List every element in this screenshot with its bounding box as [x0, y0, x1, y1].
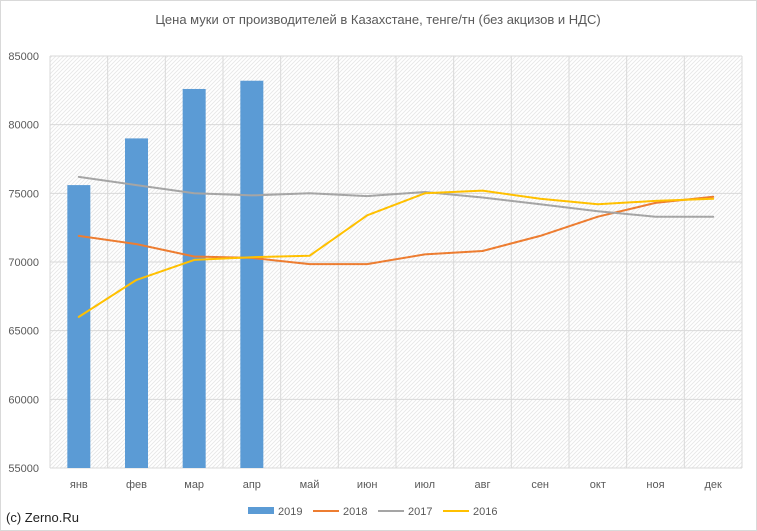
y-tick-label: 60000 [8, 394, 39, 406]
y-tick-label: 75000 [8, 188, 39, 200]
bar-series [67, 80, 264, 469]
x-tick-label: июл [415, 479, 436, 491]
x-tick-label: июн [357, 479, 377, 491]
line-2017 [77, 175, 715, 218]
line-series [77, 175, 715, 318]
x-tick-label: сен [531, 479, 549, 491]
y-tick-label: 55000 [8, 463, 39, 475]
bar-2019-1 [125, 138, 148, 468]
x-tick-label: дек [704, 479, 722, 491]
gridlines [49, 55, 743, 469]
legend-label-2016: 2016 [473, 506, 497, 518]
legend-swatch-2019 [248, 507, 274, 514]
bar-2019-3 [240, 80, 264, 468]
x-tick-label: апр [243, 479, 261, 491]
y-tick-label: 80000 [8, 120, 39, 132]
bar-2019-0 [67, 185, 91, 469]
legend: 2019 2018 2017 2016 [248, 506, 497, 518]
y-tick-label: 70000 [8, 257, 39, 269]
x-tick-label: авг [475, 479, 491, 491]
x-tick-label: окт [590, 479, 606, 491]
x-tick-label: май [300, 479, 320, 491]
x-tick-label: фев [126, 479, 147, 491]
y-axis: 55000 60000 65000 70000 75000 80000 85000 [8, 51, 39, 475]
x-tick-label: янв [70, 479, 88, 491]
legend-label-2019: 2019 [278, 506, 302, 518]
x-tick-label: мар [184, 479, 204, 491]
x-tick-label: ноя [646, 479, 664, 491]
y-tick-label: 85000 [8, 51, 39, 63]
legend-label-2018: 2018 [343, 506, 367, 518]
x-axis: янв фев мар апр май июн июл авг сен окт ноя дек [70, 479, 722, 491]
watermark: (c) Zerno.Ru [6, 510, 79, 525]
y-tick-label: 65000 [8, 326, 39, 338]
line-2016 [77, 189, 715, 318]
bar-2019-2 [182, 88, 206, 469]
line-2018 [77, 195, 715, 266]
chart-title: Цена муки от производителей в Казахстане… [155, 12, 600, 27]
legend-label-2017: 2017 [408, 506, 432, 518]
